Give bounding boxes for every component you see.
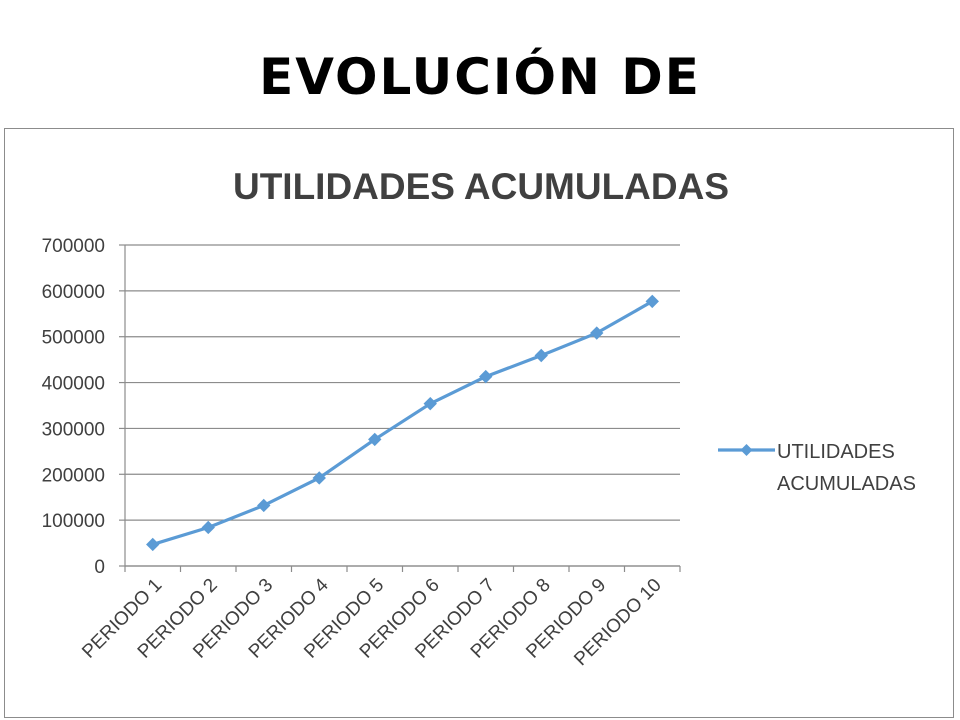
legend-marker	[740, 444, 753, 456]
y-axis-ticks: 0 100000 200000 300000 400000 500000 600000 700…	[42, 236, 105, 578]
data-point	[479, 369, 493, 384]
y-tick-label: 300000	[42, 419, 105, 440]
chart-container: UTILIDADES ACUMULADAS 0 100000 200000 30000…	[4, 128, 954, 718]
series-line	[152, 300, 654, 546]
data-point	[368, 432, 382, 447]
data-point	[146, 537, 160, 552]
y-tick-label: 100000	[42, 511, 105, 532]
series	[146, 294, 659, 552]
y-tick-label: 500000	[42, 328, 105, 349]
grid-lines	[119, 244, 680, 567]
legend: UTILIDADES ACUMULADAS	[718, 441, 916, 495]
y-tick-label: 0	[94, 557, 105, 578]
slide-title: EVOLUCIÓN DE	[259, 48, 701, 106]
data-point	[590, 326, 604, 340]
data-point	[645, 294, 659, 309]
line-chart: UTILIDADES ACUMULADAS 0 100000 200000 30000…	[42, 166, 916, 670]
y-tick-label: 600000	[42, 282, 105, 303]
y-tick-label: 700000	[42, 236, 105, 257]
legend-label: ACUMULADAS	[777, 473, 916, 495]
legend-label: UTILIDADES	[777, 441, 895, 463]
y-tick-label: 200000	[42, 465, 105, 486]
data-point	[201, 520, 215, 535]
data-point	[257, 498, 271, 513]
data-point	[534, 348, 548, 363]
data-point	[423, 396, 437, 411]
axes	[124, 245, 681, 572]
chart-title: UTILIDADES ACUMULADAS	[233, 166, 729, 207]
data-point	[312, 471, 326, 485]
y-tick-label: 400000	[42, 374, 105, 395]
